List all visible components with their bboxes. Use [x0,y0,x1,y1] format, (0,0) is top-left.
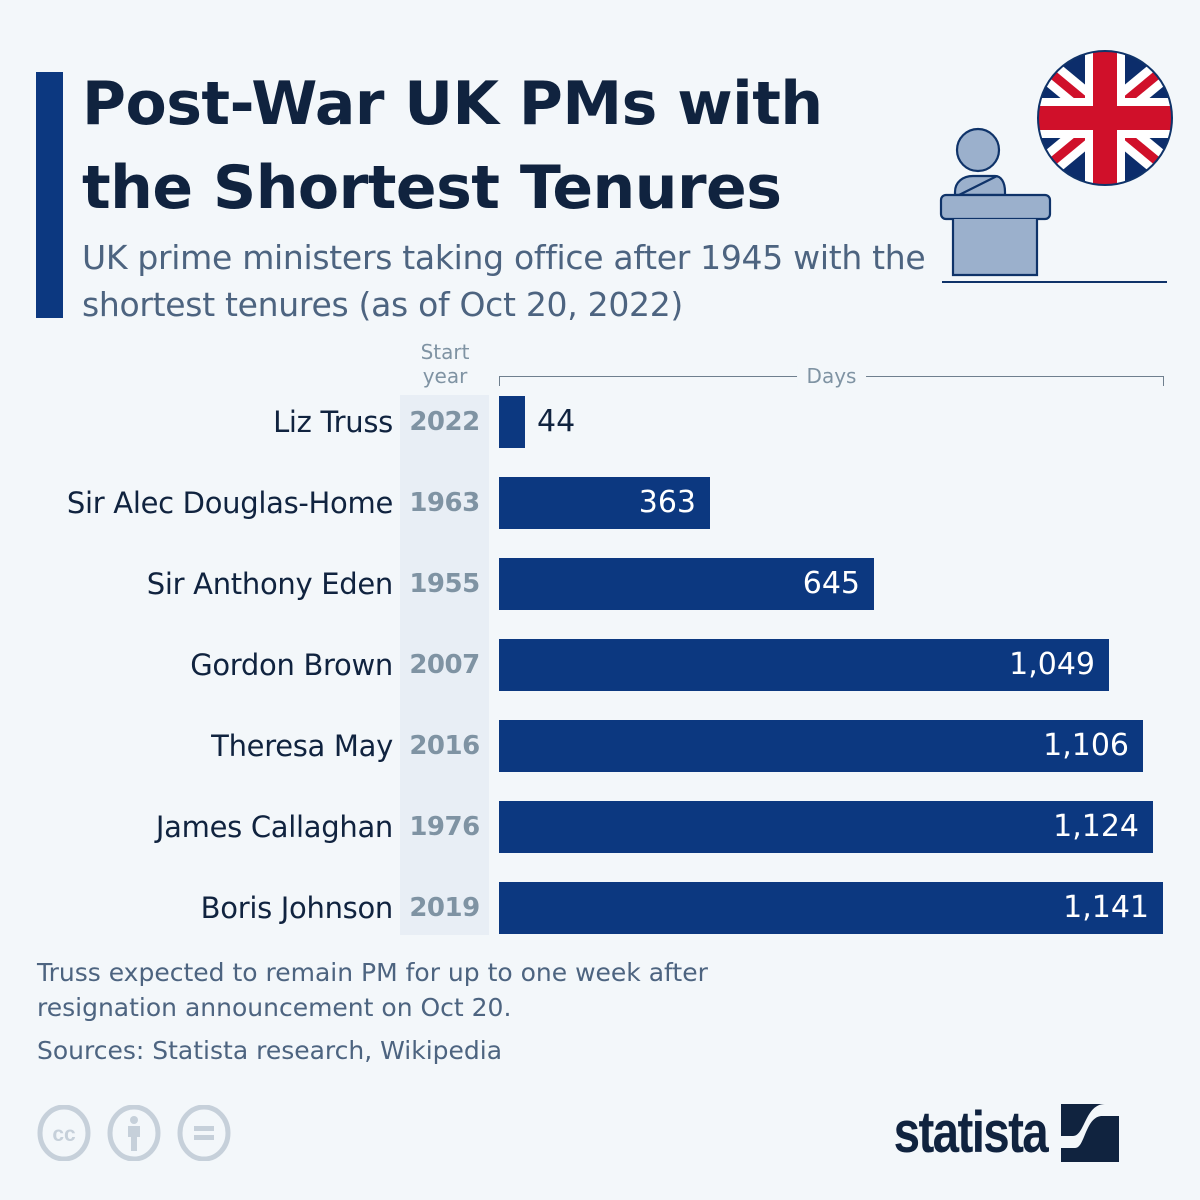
pm-name: Liz Truss [273,405,393,439]
attribution-icon[interactable] [106,1105,162,1161]
tenure-value: 645 [802,566,860,601]
days-axis-label: Days [796,364,867,388]
start-year: 2019 [409,893,480,923]
tenure-bar [499,882,1163,934]
start-year: 1976 [409,812,480,842]
start-year-column-header: Start year [400,340,490,388]
start-year: 2022 [409,407,480,437]
statista-wordmark: statista [893,1100,1049,1165]
illustration [935,50,1185,330]
start-year-column-band [400,395,489,935]
pm-name: James Callaghan [155,810,393,844]
start-year: 2016 [409,731,480,761]
tenure-bar [499,558,874,610]
cc-icon[interactable]: cc [36,1105,92,1161]
pm-name: Sir Anthony Eden [146,567,394,601]
pm-name: Boris Johnson [200,891,394,925]
union-jack-flag-icon [1037,50,1173,186]
podium-speaker-icon [939,127,1167,283]
tenure-value: 1,124 [1053,809,1139,844]
statista-logo-icon [1061,1104,1120,1162]
statista-logo[interactable]: statista [860,1100,1120,1166]
tenure-value: 363 [638,485,696,520]
tenure-bar [499,720,1143,772]
start-year: 1955 [409,569,480,599]
footnote: Truss expected to remain PM for up to on… [37,958,708,1022]
table-row: Liz Truss 2022 44 [0,396,1200,448]
table-row: Theresa May 2016 1,106 [0,720,1200,772]
table-row: Sir Anthony Eden 1955 645 [0,558,1200,610]
start-year-header-line2: year [422,364,468,388]
table-row: Boris Johnson 2019 1,141 [0,882,1200,934]
svg-text:cc: cc [52,1123,76,1146]
tenure-value: 1,049 [1009,647,1095,682]
tenure-value: 44 [537,404,576,439]
tenure-bar [499,477,710,529]
license-icons: cc [36,1105,232,1161]
pm-name: Gordon Brown [190,648,393,682]
start-year: 2007 [409,650,480,680]
source-line: Sources: Statista research, Wikipedia [37,1036,503,1065]
chart-subtitle: UK prime ministers taking office after 1… [82,238,926,324]
tenure-value: 1,141 [1063,890,1149,925]
chart-title: Post-War UK PMs with the Shortest Tenure… [82,69,823,223]
start-year: 1963 [409,488,480,518]
no-derivatives-icon[interactable] [176,1105,232,1161]
tenure-value: 1,106 [1043,728,1129,763]
table-row: Sir Alec Douglas-Home 1963 363 [0,477,1200,529]
table-row: Gordon Brown 2007 1,049 [0,639,1200,691]
title-accent-bar [36,72,63,318]
tenure-bar [499,801,1153,853]
tenure-bar [499,396,525,448]
start-year-header-line1: Start [420,340,470,364]
days-axis-bracket: Days [499,364,1164,388]
pm-name: Theresa May [211,729,393,763]
tenure-bar [499,639,1109,691]
pm-name: Sir Alec Douglas-Home [66,486,393,520]
table-row: James Callaghan 1976 1,124 [0,801,1200,853]
